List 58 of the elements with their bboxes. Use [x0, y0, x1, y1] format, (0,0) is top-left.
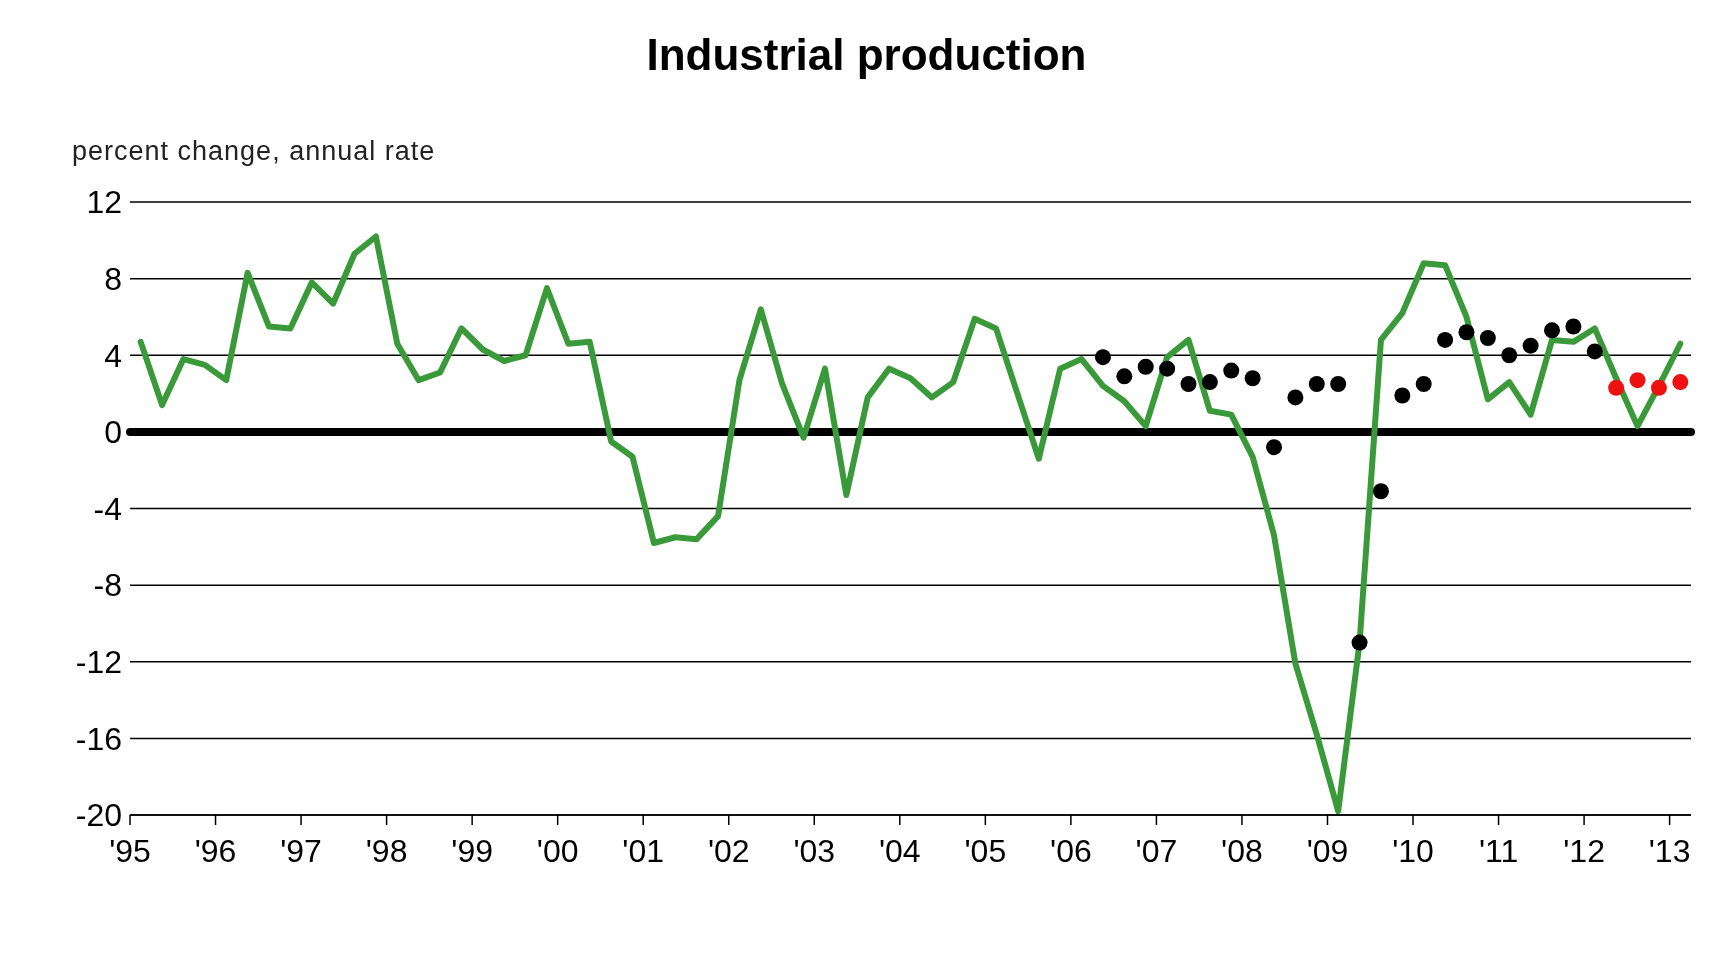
x-tick-label: '03	[793, 832, 836, 869]
y-tick-label: -20	[75, 797, 122, 834]
point	[1394, 387, 1411, 404]
point	[1266, 439, 1283, 456]
x-tick-label: '96	[194, 832, 237, 869]
y-axis-title: percent change, annual rate	[72, 136, 436, 167]
point	[1330, 375, 1347, 392]
point	[1501, 347, 1518, 364]
point	[1372, 483, 1389, 500]
point	[1094, 349, 1111, 366]
chart-title: Industrial production	[645, 30, 1088, 80]
point	[1544, 322, 1561, 339]
point	[1629, 372, 1646, 389]
point	[1672, 374, 1689, 391]
point	[1201, 374, 1218, 391]
point	[1479, 330, 1496, 347]
x-tick-label: '02	[707, 832, 750, 869]
point	[1415, 375, 1432, 392]
x-tick-label: '13	[1648, 832, 1691, 869]
x-tick-label: '05	[964, 832, 1007, 869]
y-tick-label: 8	[104, 260, 122, 297]
x-tick-label: '10	[1392, 832, 1434, 869]
point	[1223, 362, 1240, 379]
point	[1137, 358, 1154, 375]
x-tick-label: '97	[280, 832, 322, 869]
x-tick-label: '95	[109, 832, 151, 869]
y-tick-label: 12	[86, 184, 122, 221]
x-tick-label: '08	[1221, 832, 1263, 869]
x-tick-label: '98	[365, 832, 408, 869]
point	[1586, 343, 1603, 360]
point	[1287, 389, 1304, 406]
point	[1180, 375, 1197, 392]
point	[1351, 634, 1368, 651]
point	[1522, 337, 1539, 354]
point	[1159, 360, 1176, 377]
x-tick-label: '12	[1563, 832, 1605, 869]
x-tick-label: '11	[1478, 832, 1519, 869]
x-tick-label: '07	[1135, 832, 1178, 869]
x-tick-label: '01	[622, 832, 665, 869]
x-tick-label: '99	[451, 832, 493, 869]
y-tick-label: -12	[75, 644, 122, 681]
point	[1608, 379, 1625, 396]
y-tick-label: 4	[104, 337, 122, 374]
y-tick-label: -16	[75, 720, 122, 757]
y-tick-label: 0	[104, 414, 122, 451]
x-tick-label: '04	[878, 832, 921, 869]
point	[1458, 324, 1475, 341]
point	[1308, 375, 1325, 392]
x-tick-label: '00	[536, 832, 579, 869]
x-tick-label: '06	[1050, 832, 1092, 869]
y-tick-label: -4	[93, 490, 122, 527]
point	[1565, 318, 1582, 335]
point	[1650, 379, 1667, 396]
point	[1244, 370, 1261, 387]
point	[1116, 368, 1133, 385]
y-tick-label: -8	[93, 567, 122, 604]
point	[1437, 331, 1454, 348]
x-tick-label: '09	[1306, 832, 1349, 869]
